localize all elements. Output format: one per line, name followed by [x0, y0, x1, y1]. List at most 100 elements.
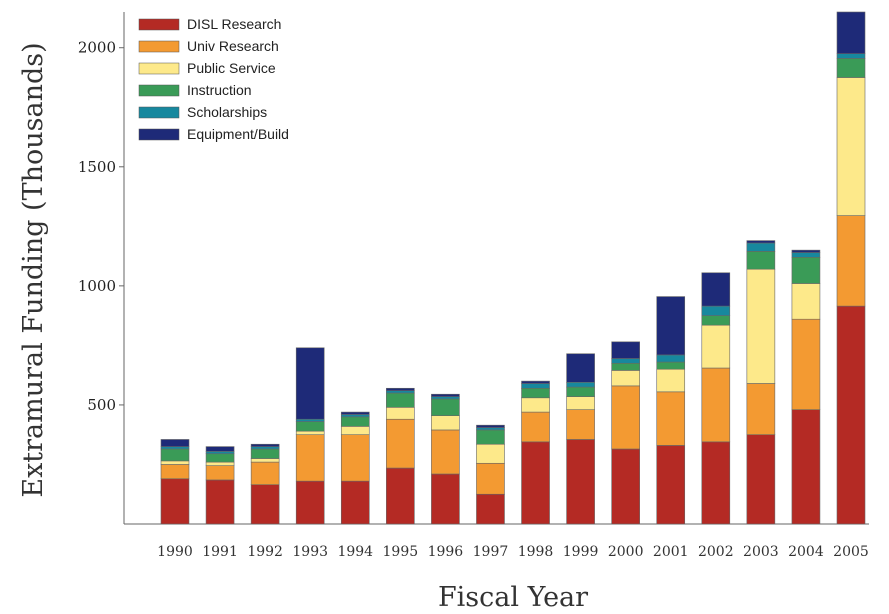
bar-segment-2005-univ-research: [836, 215, 866, 307]
x-tick-label-1999: 1999: [563, 544, 599, 560]
bar-segment-2004-scholarships: [791, 252, 821, 258]
bar-segment-2001-instruction: [656, 361, 686, 370]
bar-segment-1997-instruction: [476, 429, 505, 445]
bar-segment-1990-instruction: [160, 448, 190, 462]
bars: [160, 11, 866, 525]
bar-segment-2003-univ-research: [746, 383, 776, 435]
bar-segment-1996-equipment-build: [431, 393, 460, 397]
bar-segment-1991-instruction: [205, 453, 235, 463]
x-tick-labels: 1990 1991 1992 1993 1994 1995 1996 1997 1998 1999…: [157, 544, 869, 560]
legend-label-univ-research: Univ Research: [187, 38, 279, 54]
bar-segment-1992-scholarships: [250, 446, 280, 450]
bar-segment-1993-instruction: [295, 421, 325, 432]
bar-segment-1993-public-service: [295, 430, 325, 435]
x-axis-title: Fiscal Year: [438, 582, 588, 613]
x-tick-label-1993: 1993: [292, 544, 328, 560]
bar-segment-1995-disl-research: [386, 467, 415, 525]
legend-swatch-public-service: [138, 62, 180, 75]
legend-label-instruction: Instruction: [187, 82, 252, 98]
bar-segment-2000-instruction: [611, 362, 640, 371]
bar-segment-2005-equipment-build: [836, 11, 866, 54]
y-tick-labels: 500 1000 1500 2000: [78, 39, 124, 414]
bar-segment-1990-public-service: [160, 460, 190, 465]
x-tick-label-1995: 1995: [383, 544, 419, 560]
x-tick-label-1997: 1997: [473, 544, 509, 560]
bar-segment-1994-public-service: [340, 426, 370, 435]
bar-segment-1999-disl-research: [566, 439, 595, 525]
bar-segment-1990-disl-research: [160, 478, 190, 525]
bar-segment-1991-public-service: [205, 461, 235, 466]
bar-segment-1991-univ-research: [205, 465, 235, 481]
y-tick-label-1000: 1000: [78, 277, 116, 295]
bar-segment-2001-disl-research: [656, 445, 686, 525]
bar-segment-2002-scholarships: [701, 305, 731, 316]
bar-segment-1996-public-service: [431, 415, 460, 431]
bar-segment-1993-scholarships: [295, 418, 325, 422]
legend-swatch-scholarships: [138, 106, 180, 119]
bar-segment-2000-scholarships: [611, 358, 640, 364]
bar-segment-1991-disl-research: [205, 479, 235, 525]
legend-swatch-equipment-build: [138, 128, 180, 141]
x-tick-label-1996: 1996: [428, 544, 464, 560]
legend-label-disl-research: DISL Research: [187, 16, 281, 32]
bar-segment-1996-scholarships: [431, 396, 460, 400]
bar-segment-2001-scholarships: [656, 354, 686, 363]
y-tick-label-500: 500: [87, 396, 116, 414]
y-tick-label-2000: 2000: [78, 39, 116, 57]
bar-segment-1998-disl-research: [521, 441, 550, 525]
bar-segment-1994-instruction: [340, 416, 370, 427]
bar-segment-1990-scholarships: [160, 446, 190, 450]
bar-segment-2000-disl-research: [611, 448, 640, 525]
bar-segment-1994-scholarships: [340, 414, 370, 418]
bar-segment-2004-univ-research: [791, 318, 821, 410]
bar-segment-2000-public-service: [611, 370, 640, 387]
legend-swatch-univ-research: [138, 40, 180, 53]
bar-segment-2001-public-service: [656, 368, 686, 393]
bar-segment-2000-univ-research: [611, 385, 640, 450]
bar-segment-2002-disl-research: [701, 441, 731, 525]
x-tick-label-1992: 1992: [247, 544, 283, 560]
bar-segment-1993-equipment-build: [295, 347, 325, 420]
legend: DISL Research Univ Research Public Service…: [138, 16, 289, 142]
x-tick-label-2000: 2000: [608, 544, 644, 560]
bar-segment-1998-univ-research: [521, 411, 550, 443]
bar-segment-1995-univ-research: [386, 418, 415, 469]
bar-segment-2005-scholarships: [836, 53, 866, 59]
bar-segment-1998-public-service: [521, 397, 550, 413]
bar-segment-1992-instruction: [250, 448, 280, 459]
bar-segment-2001-equipment-build: [656, 296, 686, 356]
bar-segment-1997-univ-research: [476, 462, 505, 495]
bar-segment-1996-disl-research: [431, 473, 460, 525]
bar-segment-1999-equipment-build: [566, 353, 595, 383]
bar-segment-2004-equipment-build: [791, 249, 821, 253]
x-tick-label-1990: 1990: [157, 544, 193, 560]
bar-segment-1997-disl-research: [476, 493, 505, 525]
bar-segment-2005-instruction: [836, 58, 866, 78]
x-tick-label-2004: 2004: [788, 544, 824, 560]
bar-segment-1991-equipment-build: [205, 446, 235, 452]
bar-segment-2004-disl-research: [791, 409, 821, 525]
bar-segment-1996-univ-research: [431, 429, 460, 475]
x-tick-label-2002: 2002: [698, 544, 734, 560]
y-tick-label-1500: 1500: [78, 158, 116, 176]
bar-segment-2003-instruction: [746, 251, 776, 270]
bar-segment-1990-equipment-build: [160, 439, 190, 447]
bar-segment-1990-univ-research: [160, 464, 190, 480]
bar-segment-2003-public-service: [746, 268, 776, 384]
bar-segment-1999-public-service: [566, 396, 595, 410]
bar-segment-1995-scholarships: [386, 390, 415, 394]
bar-segment-1992-equipment-build: [250, 443, 280, 447]
bar-segment-1997-public-service: [476, 443, 505, 464]
bar-segment-1998-scholarships: [521, 383, 550, 389]
bar-segment-1993-univ-research: [295, 434, 325, 482]
bar-segment-2003-equipment-build: [746, 240, 776, 244]
bar-segment-1998-instruction: [521, 387, 550, 399]
bar-segment-1995-public-service: [386, 407, 415, 420]
x-tick-label-2003: 2003: [743, 544, 779, 560]
bar-segment-1997-equipment-build: [476, 424, 505, 428]
x-tick-label-2001: 2001: [653, 544, 689, 560]
x-tick-label-1998: 1998: [518, 544, 554, 560]
bar-segment-2001-univ-research: [656, 391, 686, 446]
bar-segment-1997-scholarships: [476, 427, 505, 431]
